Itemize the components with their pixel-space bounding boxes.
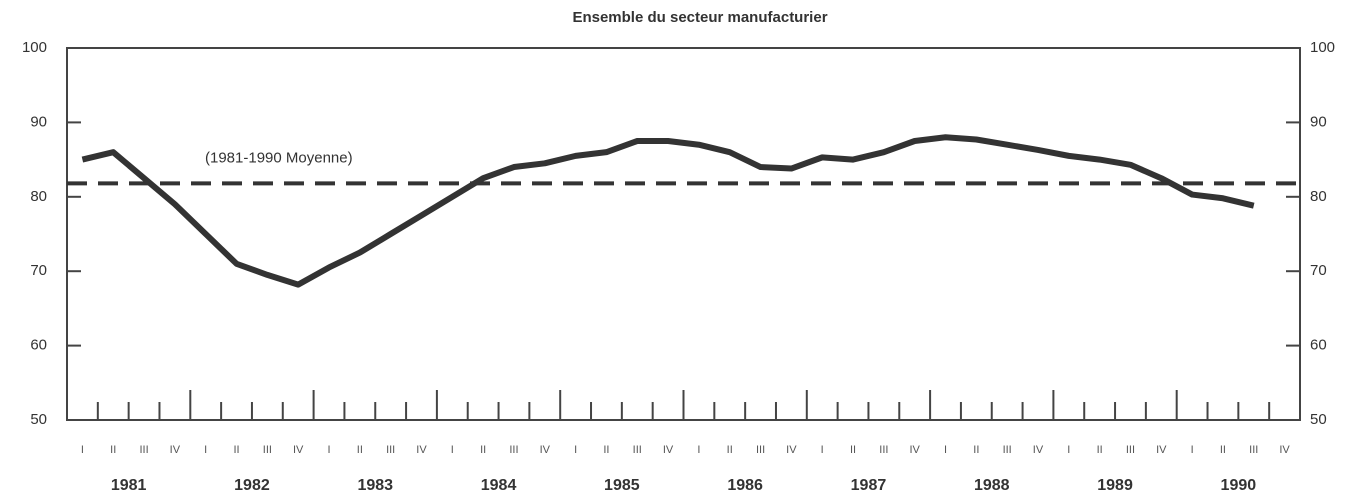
x-tick-label: II — [727, 444, 733, 456]
y-tick-label: 90 — [30, 113, 47, 130]
plot-frame — [66, 47, 1301, 421]
year-label: 1982 — [234, 477, 270, 494]
x-tick-label: I — [81, 444, 84, 456]
y2-tick-label: 70 — [1310, 262, 1327, 279]
x-tick-label: I — [697, 444, 700, 456]
y2-tick-label: 100 — [1310, 39, 1335, 56]
year-label: 1985 — [604, 477, 640, 494]
x-tick-label: II — [603, 444, 609, 456]
average-label: (1981-1990 Moyenne) — [205, 149, 353, 166]
x-tick-label: III — [879, 444, 888, 456]
x-tick-label: I — [451, 444, 454, 456]
x-tick-label: III — [139, 444, 148, 456]
y2-tick-label: 90 — [1310, 113, 1327, 130]
x-tick-label: IV — [1279, 444, 1290, 456]
x-tick-label: III — [509, 444, 518, 456]
x-tick-label: II — [233, 444, 239, 456]
x-tick-label: IV — [1033, 444, 1044, 456]
year-label: 1981 — [111, 477, 147, 494]
x-tick-label: IV — [170, 444, 181, 456]
x-tick-label: I — [574, 444, 577, 456]
x-tick-label: II — [357, 444, 363, 456]
x-tick-label: IV — [293, 444, 304, 456]
chart-title: Ensemble du secteur manufacturier — [572, 9, 827, 26]
x-tick-label: I — [1191, 444, 1194, 456]
x-tick-label: II — [1220, 444, 1226, 456]
x-tick-label: II — [850, 444, 856, 456]
x-tick-label: I — [944, 444, 947, 456]
x-tick-label: III — [263, 444, 272, 456]
year-label: 1984 — [481, 477, 517, 494]
x-tick-label: IV — [540, 444, 551, 456]
x-tick-label: IV — [1156, 444, 1167, 456]
x-tick-label: III — [756, 444, 765, 456]
x-tick-label: IV — [416, 444, 427, 456]
y2-tick-label: 60 — [1310, 337, 1327, 354]
y-tick-label: 80 — [30, 188, 47, 205]
data-line — [81, 134, 1255, 288]
x-tick-label: IV — [786, 444, 797, 456]
y-tick-label: 50 — [30, 411, 47, 428]
x-tick-label: II — [1097, 444, 1103, 456]
year-label: 1983 — [357, 477, 393, 494]
x-tick-label: II — [973, 444, 979, 456]
year-label: 1990 — [1221, 477, 1257, 494]
year-label: 1989 — [1097, 477, 1133, 494]
x-tick-label: I — [327, 444, 330, 456]
x-tick-label: I — [821, 444, 824, 456]
year-label: 1987 — [851, 477, 887, 494]
x-tick-label: III — [1003, 444, 1012, 456]
x-tick-label: I — [1067, 444, 1070, 456]
x-tick-label: I — [204, 444, 207, 456]
y-tick-label: 60 — [30, 337, 47, 354]
x-tick-label: II — [480, 444, 486, 456]
y2-tick-label: 50 — [1310, 411, 1327, 428]
year-label: 1988 — [974, 477, 1010, 494]
x-tick-label: III — [386, 444, 395, 456]
y2-tick-label: 80 — [1310, 188, 1327, 205]
year-label: 1986 — [727, 477, 763, 494]
x-tick-label: IV — [909, 444, 920, 456]
x-tick-label: II — [110, 444, 116, 456]
x-tick-label: III — [633, 444, 642, 456]
x-tick-label: III — [1249, 444, 1258, 456]
x-tick-label: III — [1126, 444, 1135, 456]
x-tick-label: IV — [663, 444, 674, 456]
y-tick-label: 70 — [30, 262, 47, 279]
y-tick-label: 100 — [22, 39, 47, 56]
